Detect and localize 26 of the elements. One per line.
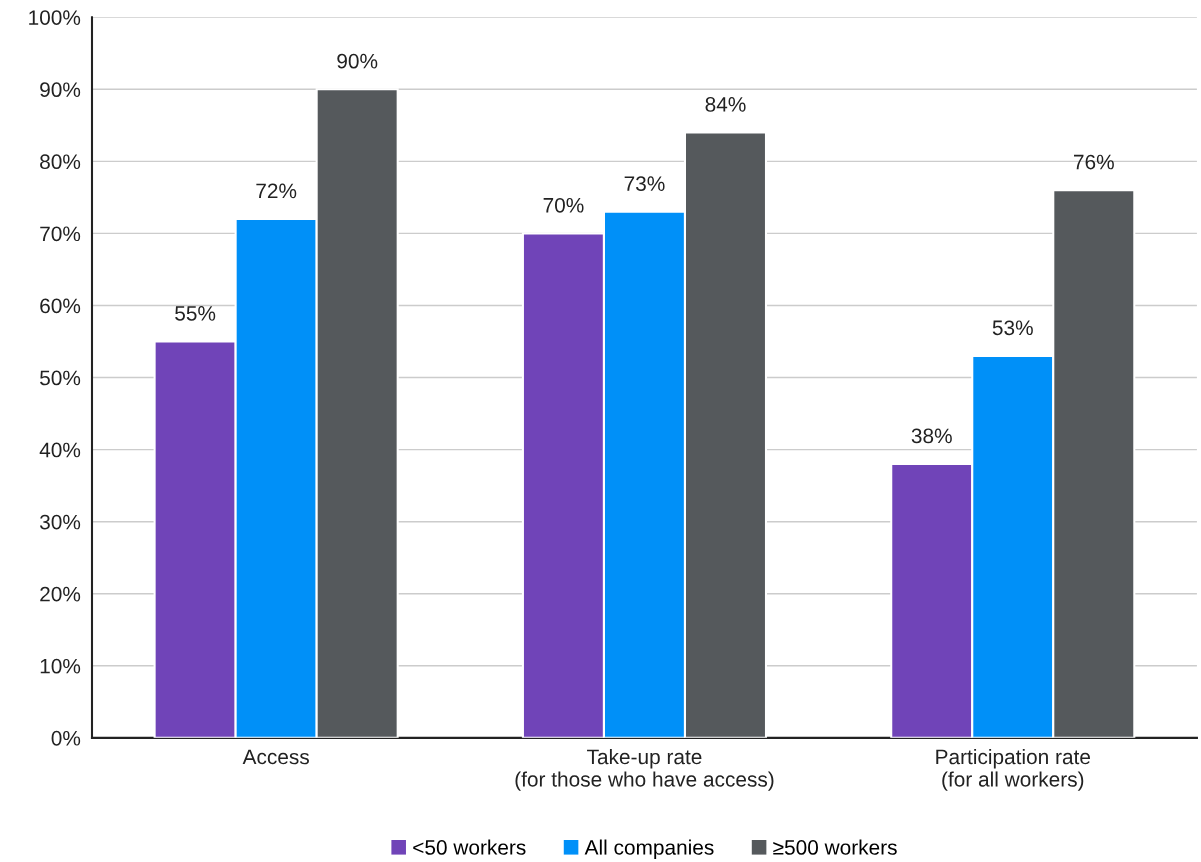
data-label: 73%: [624, 176, 665, 192]
data-label: 70%: [543, 197, 584, 213]
y-tick-label: 0%: [51, 730, 81, 746]
data-label: 76%: [1074, 154, 1114, 170]
y-tick-label: 80%: [40, 154, 81, 170]
legend-label: ≥500 workers: [773, 839, 897, 855]
x-tick-label: Participation rate (for all workers): [936, 748, 1091, 791]
legend-label: All companies: [584, 839, 714, 859]
data-label: 55%: [175, 306, 216, 321]
y-tick-label: 40%: [39, 442, 81, 458]
y-tick-label: 90%: [40, 82, 81, 98]
y-tick-label: 70%: [40, 226, 81, 242]
x-tick-label: Take-up rate (for those who have access): [515, 748, 774, 791]
y-tick-label: 30%: [39, 514, 81, 530]
data-label: 84%: [705, 97, 746, 112]
data-label: 38%: [911, 428, 952, 444]
y-tick-label: 10%: [40, 658, 81, 674]
legend-label: <50 workers: [413, 839, 526, 855]
data-label: 53%: [992, 320, 1033, 336]
y-tick-label: 100%: [29, 10, 81, 25]
data-label: 72%: [256, 183, 297, 199]
y-tick-label: 20%: [40, 586, 81, 602]
x-tick-label: Access: [242, 749, 309, 765]
data-label: 90%: [337, 53, 378, 69]
y-tick-label: 50%: [40, 370, 81, 386]
y-tick-label: 60%: [40, 298, 81, 314]
